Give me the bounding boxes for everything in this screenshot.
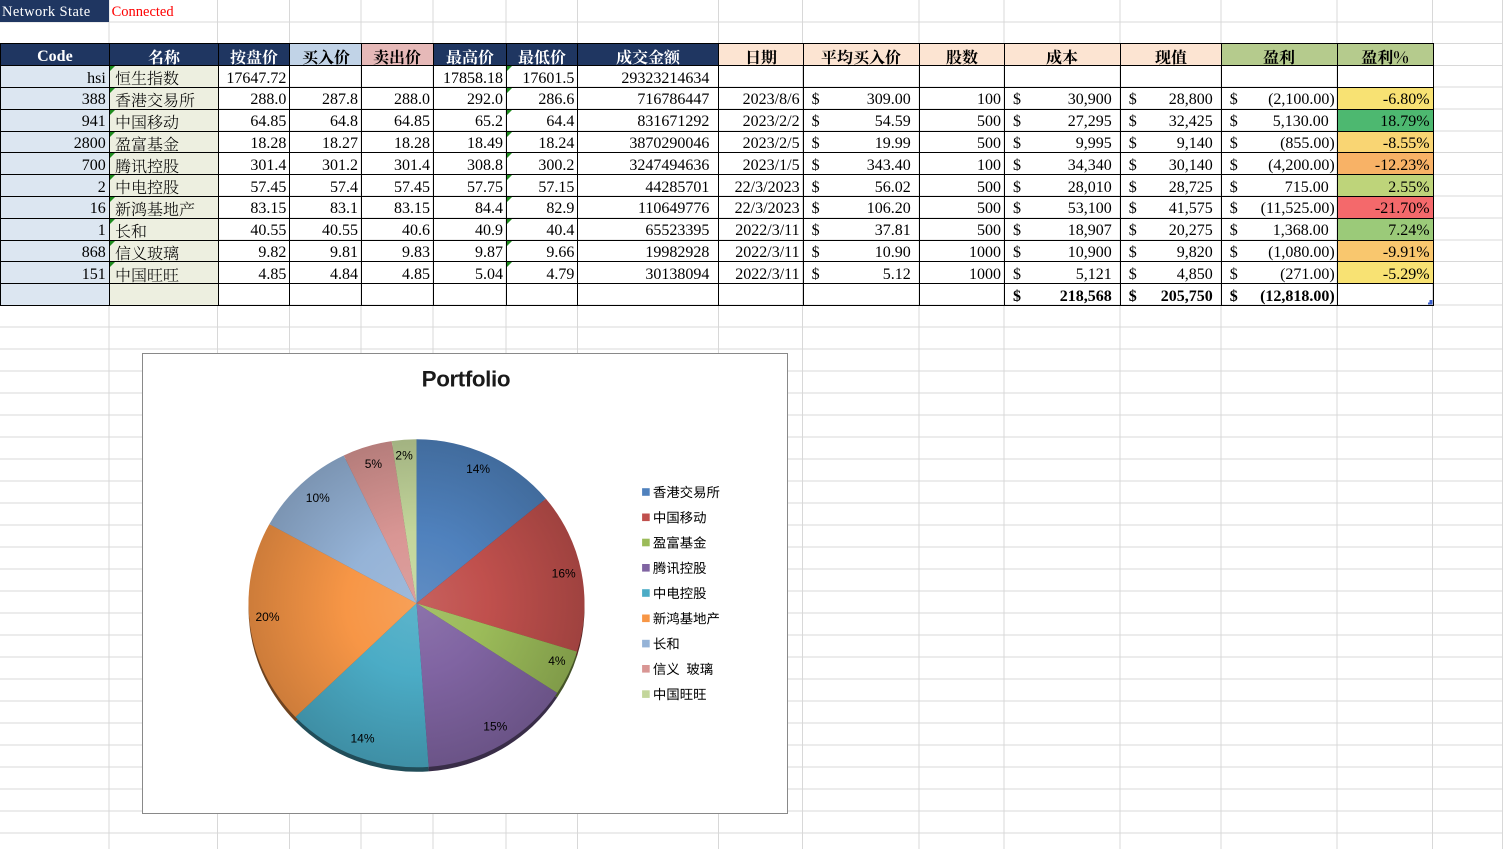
svg-text:15%: 15% <box>484 720 508 734</box>
svg-text:Portfolio: Portfolio <box>422 367 510 392</box>
svg-text:14%: 14% <box>351 732 375 746</box>
svg-text:4%: 4% <box>549 654 567 668</box>
svg-text:16%: 16% <box>552 567 576 581</box>
svg-text:5%: 5% <box>365 457 383 471</box>
svg-text:20%: 20% <box>256 610 280 624</box>
svg-text:14%: 14% <box>466 462 490 476</box>
svg-text:10%: 10% <box>306 491 330 505</box>
svg-text:2%: 2% <box>396 449 414 463</box>
